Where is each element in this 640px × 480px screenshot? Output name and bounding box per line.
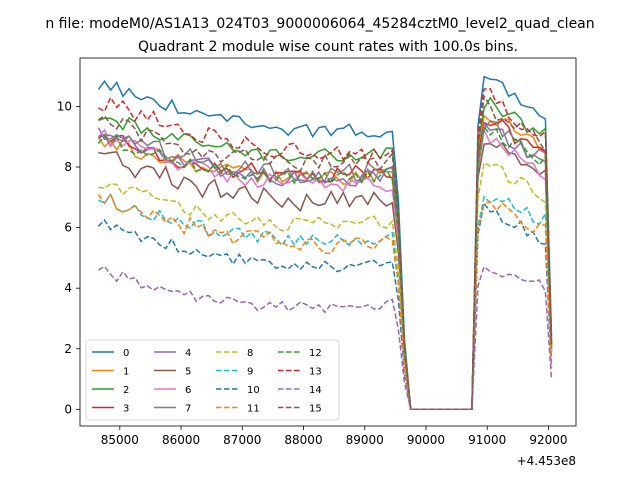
legend-label-0: 0 [123,348,129,359]
legend-label-14: 14 [309,385,322,396]
y-axis: 0 2 4 6 8 10 [57,99,80,416]
series-line-11 [97,192,553,411]
y-tick-label: 8 [64,160,72,174]
x-tick-label: 90000 [407,433,445,447]
legend-label-13: 13 [309,367,322,378]
legend-label-10: 10 [247,385,260,396]
series-line-12 [97,125,553,411]
legend-label-4: 4 [185,348,191,359]
y-tick-label: 4 [64,281,72,295]
legend-label-2: 2 [123,385,129,396]
legend-label-7: 7 [185,404,191,415]
y-tick-label: 6 [64,221,72,235]
legend-label-15: 15 [309,404,322,415]
axes-frame [79,57,577,427]
x-tick-label: 87000 [223,433,261,447]
x-tick-label: 91000 [468,433,506,447]
x-tick-label: 86000 [162,433,200,447]
series-line-14 [98,265,553,411]
x-axis: 85000 86000 87000 88000 89000 90000 91000 92000 [101,426,568,447]
x-tick-label: 85000 [101,433,139,447]
plot-lines [97,75,553,411]
chart-title: Quadrant 2 module wise count rates with … [138,39,518,55]
y-tick-label: 0 [64,402,72,416]
x-offset-label: +4.453e8 [517,454,576,468]
series-line-15 [97,94,553,411]
x-tick-label: 89000 [346,433,384,447]
legend-box [85,339,340,421]
legend-label-5: 5 [185,367,191,378]
legend-label-11: 11 [247,404,260,415]
x-tick-label: 92000 [529,433,567,447]
legend-label-8: 8 [247,348,253,359]
legend-label-1: 1 [123,367,129,378]
x-tick-label: 88000 [284,433,322,447]
legend-label-12: 12 [309,348,322,359]
legend-label-9: 9 [247,367,253,378]
y-tick-label: 2 [64,342,72,356]
legend-label-6: 6 [185,385,191,396]
legend-label-3: 3 [123,404,129,415]
figure-suptitle: n file: modeM0/AS1A13_024T03_9000006064_… [45,16,594,32]
y-tick-label: 10 [57,99,72,113]
